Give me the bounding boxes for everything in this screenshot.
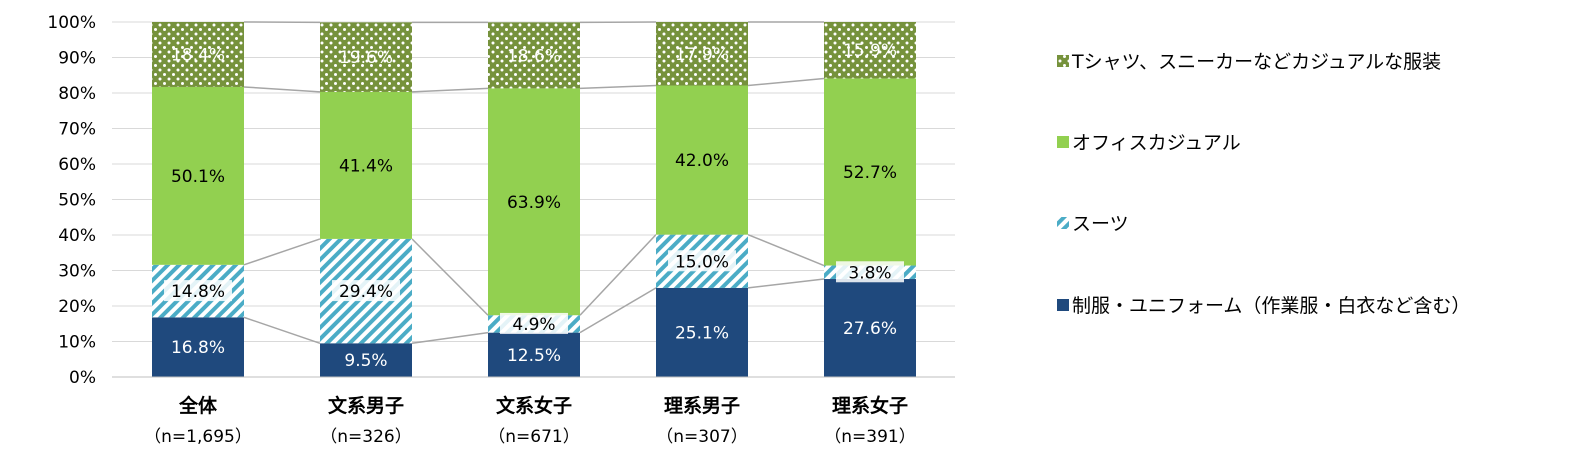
series-line	[411, 238, 489, 316]
series-line	[747, 233, 825, 267]
data-label-background	[332, 280, 400, 302]
legend-swatch	[1057, 136, 1069, 148]
x-tick-label: 理系女子	[832, 394, 908, 417]
data-label: 3.8%	[848, 263, 891, 283]
legend-label: 制服・ユニフォーム（作業服・白衣など含む）	[1072, 295, 1470, 317]
data-label: 15.0%	[675, 252, 729, 272]
data-label: 14.8%	[171, 282, 225, 302]
sample-size-label: （n=391）	[824, 427, 915, 447]
x-tick-label: 文系女子	[496, 394, 572, 417]
sample-size-label: （n=671）	[488, 427, 579, 447]
y-tick-label: 10%	[58, 333, 96, 353]
x-tick-label: 理系男子	[664, 395, 740, 417]
bar-segment	[320, 343, 412, 377]
data-label: 17.9%	[675, 45, 729, 65]
data-label-background	[164, 280, 232, 302]
series-line	[243, 86, 321, 93]
sample-size-label: （n=1,695）	[144, 427, 252, 447]
data-label: 29.4%	[339, 282, 393, 302]
y-tick-label: 30%	[58, 262, 96, 282]
y-tick-label: 70%	[58, 120, 96, 140]
bar-segment	[488, 22, 580, 89]
series-line	[411, 87, 489, 93]
data-label: 12.5%	[507, 346, 561, 366]
y-tick-label: 60%	[58, 155, 96, 175]
bar-segment	[656, 85, 748, 235]
data-label: 4.9%	[512, 315, 555, 335]
x-tick-label: 文系男子	[328, 394, 404, 417]
legend-label: スーツ	[1072, 213, 1129, 235]
data-label: 41.4%	[339, 156, 393, 176]
legend-swatch	[1057, 217, 1069, 229]
legend-swatch	[1057, 55, 1069, 67]
data-label: 19.6%	[339, 48, 393, 68]
data-label: 42.0%	[675, 151, 729, 171]
bar-segment	[152, 317, 244, 377]
bar-segment	[824, 78, 916, 266]
series-connector-lines	[243, 21, 825, 345]
x-tick-label: 全体	[178, 394, 218, 417]
bar-segment	[824, 279, 916, 377]
bar-segment	[152, 86, 244, 265]
y-tick-label: 50%	[58, 191, 96, 211]
data-label: 50.1%	[171, 167, 225, 187]
series-line	[579, 84, 657, 90]
data-label-background	[836, 261, 904, 283]
y-tick-label: 20%	[58, 297, 96, 317]
sample-size-label: （n=326）	[320, 427, 411, 447]
bar-segment	[824, 22, 916, 79]
y-tick-label: 100%	[47, 13, 96, 33]
data-label: 25.1%	[675, 323, 729, 343]
legend-label: オフィスカジュアル	[1072, 132, 1241, 154]
data-label: 15.9%	[843, 41, 897, 61]
bar-segment	[320, 91, 412, 239]
bar-segment	[320, 22, 412, 92]
series-line	[747, 77, 825, 87]
y-tick-label: 90%	[58, 49, 96, 69]
series-line	[411, 331, 489, 345]
legend-swatch	[1057, 299, 1069, 311]
data-label: 52.7%	[843, 163, 897, 183]
bar-segment	[656, 287, 748, 377]
data-label: 9.5%	[344, 351, 387, 371]
data-labels: 16.8% 9.5% 12.5% 25.1% 27.6% 14.8% 29.4% 4.9% 15…	[164, 41, 904, 371]
series-line	[747, 278, 825, 289]
bars	[152, 22, 916, 377]
data-label: 16.8%	[171, 338, 225, 358]
legend-label: Tシャツ、スニーカーなどカジュアルな服装	[1071, 51, 1441, 73]
y-tick-label: 0%	[69, 368, 96, 388]
axes: 0% 10% 20% 30% 40% 50% 60% 70% 80% 90% 100% 全体 （n=1,…	[47, 13, 955, 447]
y-tick-label: 80%	[58, 84, 96, 104]
y-tick-label: 40%	[58, 226, 96, 246]
series-line	[579, 287, 657, 334]
series-line	[243, 238, 321, 266]
data-label: 18.6%	[507, 46, 561, 66]
bar-segment	[656, 22, 748, 86]
bar-segment	[488, 88, 580, 316]
data-label-background	[500, 312, 568, 334]
legend: Tシャツ、スニーカーなどカジュアルな服装オフィスカジュアルスーツ制服・ユニフォー…	[1057, 51, 1470, 317]
sample-size-label: （n=307）	[656, 427, 747, 447]
data-label: 27.6%	[843, 319, 897, 339]
series-line	[243, 316, 321, 344]
series-line	[579, 234, 657, 316]
bar-segment	[152, 22, 244, 87]
data-label: 18.4%	[171, 45, 225, 65]
data-label-background	[668, 250, 736, 272]
data-label: 63.9%	[507, 193, 561, 213]
bar-segment	[488, 332, 580, 377]
